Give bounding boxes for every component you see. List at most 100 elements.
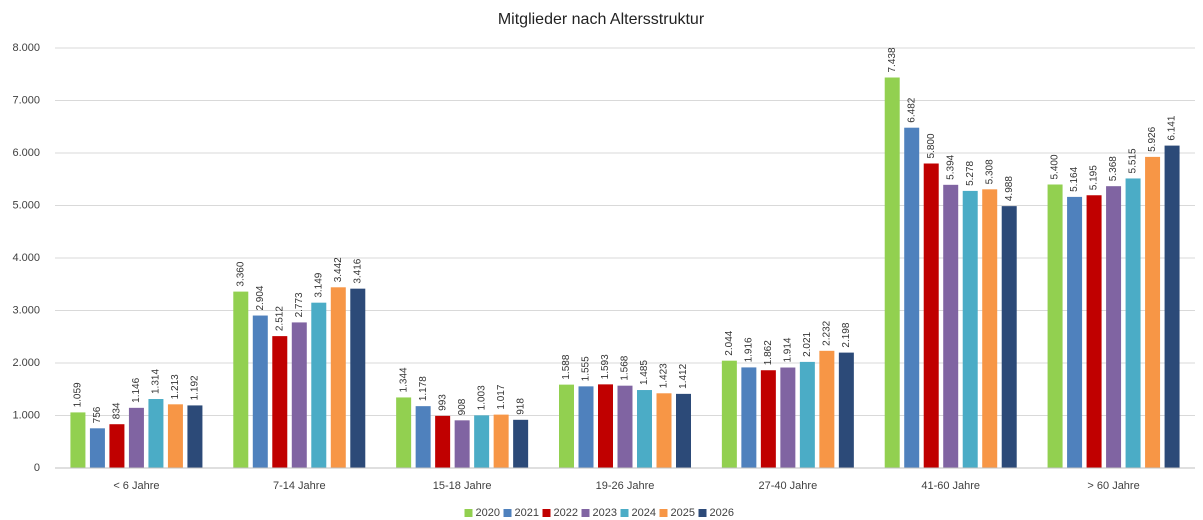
bar (721, 360, 737, 468)
legend-label: 2025 (671, 507, 695, 519)
x-tick-label: 41-60 Jahre (921, 480, 980, 492)
bar (167, 404, 183, 468)
value-label: 1.059 (73, 382, 84, 407)
bar (904, 127, 920, 468)
x-tick-label: 27-40 Jahre (758, 480, 817, 492)
chart-title: Mitglieder nach Altersstruktur (498, 11, 705, 28)
bar (128, 407, 144, 468)
bar (1164, 145, 1180, 468)
value-label: 1.916 (743, 337, 754, 362)
bar (1001, 206, 1017, 468)
bar (252, 315, 268, 468)
bar (350, 288, 366, 468)
bar (962, 190, 978, 468)
legend-label: 2026 (710, 507, 734, 519)
value-label: 3.149 (313, 272, 324, 297)
value-label: 834 (112, 402, 123, 419)
bar (617, 385, 633, 468)
bar (291, 322, 307, 468)
legend-label: 2024 (632, 507, 656, 519)
value-label: 3.442 (333, 257, 344, 282)
y-tick-label: 8.000 (12, 42, 40, 54)
value-label: 5.400 (1050, 154, 1061, 179)
value-label: 1.914 (782, 337, 793, 362)
bar (493, 414, 509, 468)
value-label: 5.926 (1147, 126, 1158, 151)
bar (1145, 156, 1161, 468)
bar (598, 384, 613, 468)
y-tick-label: 2.000 (12, 357, 40, 369)
value-label: 2.512 (274, 306, 285, 331)
bar (435, 415, 451, 468)
y-tick-label: 5.000 (12, 199, 40, 211)
x-tick-label: 19-26 Jahre (596, 480, 655, 492)
bar (233, 291, 249, 468)
bar (760, 370, 776, 468)
legend-swatch (698, 509, 707, 517)
bar (637, 390, 652, 468)
value-label: 1.314 (151, 369, 162, 394)
y-tick-label: 0 (34, 462, 40, 474)
bar (330, 287, 346, 468)
value-label: 3.360 (235, 261, 246, 286)
y-tick-label: 6.000 (12, 147, 40, 159)
legend-swatch (581, 509, 590, 517)
value-label: 6.141 (1167, 115, 1178, 140)
bar (474, 415, 490, 468)
value-label: 5.164 (1069, 166, 1080, 191)
value-label: 1.017 (496, 384, 507, 409)
bar (559, 384, 574, 468)
bar (1125, 178, 1141, 468)
bar (1086, 195, 1102, 468)
value-label: 2.198 (841, 322, 852, 347)
bar (943, 184, 959, 468)
legend-label: 2021 (515, 507, 539, 519)
bar (396, 397, 412, 468)
y-tick-label: 4.000 (12, 252, 40, 264)
value-label: 1.568 (620, 355, 631, 380)
bar (656, 393, 672, 468)
bar (454, 420, 470, 468)
legend-swatch (542, 509, 551, 517)
value-label: 3.416 (352, 258, 363, 283)
bar (311, 302, 327, 468)
bar (1106, 186, 1122, 468)
bar (819, 350, 835, 468)
legend-label: 2023 (593, 507, 617, 519)
legend-swatch (503, 509, 512, 517)
value-label: 5.308 (984, 159, 995, 184)
bar (741, 367, 757, 468)
value-label: 4.988 (1004, 176, 1015, 201)
value-label: 1.003 (476, 385, 487, 410)
bar (1047, 184, 1063, 468)
value-label: 1.146 (131, 377, 142, 402)
value-label: 2.232 (821, 320, 832, 345)
bar (676, 393, 691, 468)
bar (780, 367, 796, 468)
bar (578, 386, 594, 468)
legend-swatch (620, 509, 629, 517)
value-label: 7.438 (887, 47, 898, 72)
value-label: 1.213 (170, 374, 181, 399)
value-label: 2.021 (802, 331, 813, 356)
value-label: 1.485 (639, 360, 650, 385)
value-label: 5.368 (1108, 156, 1119, 181)
value-label: 5.394 (945, 154, 956, 179)
x-tick-label: 15-18 Jahre (433, 480, 492, 492)
legend-label: 2022 (554, 507, 578, 519)
bar (513, 419, 529, 468)
value-label: 908 (457, 398, 468, 415)
bar (70, 412, 86, 468)
bar (415, 406, 431, 468)
bar (272, 336, 288, 468)
legend-swatch (659, 509, 668, 517)
value-label: 2.773 (294, 292, 305, 317)
bar (838, 352, 854, 468)
value-label: 5.278 (965, 160, 976, 185)
value-label: 993 (437, 394, 448, 411)
x-tick-label: 7-14 Jahre (273, 480, 326, 492)
x-tick-label: > 60 Jahre (1087, 480, 1139, 492)
value-label: 1.178 (418, 376, 429, 401)
value-label: 756 (92, 406, 103, 423)
